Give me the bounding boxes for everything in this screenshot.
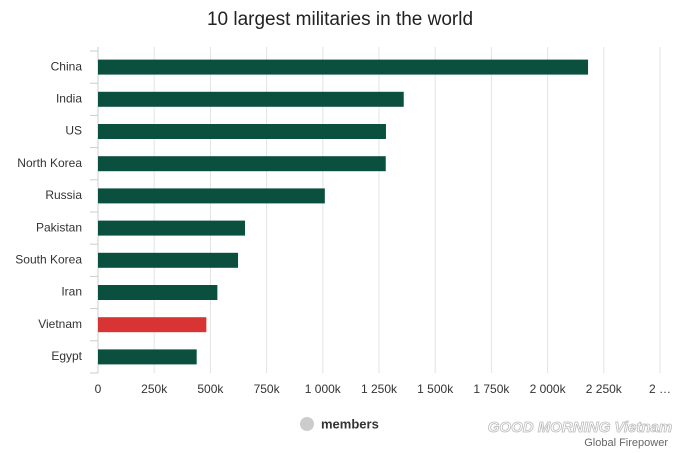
x-tick-label: 1 000k (305, 382, 342, 396)
y-tick-label: Vietnam (38, 317, 82, 331)
y-tick-label: Russia (45, 188, 82, 202)
x-tick-label: 500k (197, 382, 224, 396)
bar (98, 317, 207, 333)
legend-marker (300, 417, 314, 431)
bar (98, 188, 325, 204)
chart-title: 10 largest militaries in the world (207, 9, 473, 30)
x-tick-label: 0 (95, 382, 102, 396)
y-tick-label: US (65, 124, 82, 138)
x-tick-label: 1 250k (361, 382, 398, 396)
bar (98, 156, 386, 172)
bar (98, 252, 239, 268)
bar (98, 91, 404, 107)
y-tick-label: Egypt (51, 349, 82, 363)
y-tick-label: India (56, 91, 82, 105)
credit: Global Firepower (584, 437, 668, 449)
y-tick-label: Pakistan (36, 220, 82, 234)
bar (98, 124, 386, 139)
y-tick-label: South Korea (15, 252, 82, 266)
x-tick-label: 2 000k (530, 382, 567, 396)
y-tick-label: China (51, 59, 83, 73)
watermark: GOOD MORNING Vietnam (488, 419, 672, 436)
x-tick-label: 2 250k (586, 382, 623, 396)
y-tick-label: North Korea (17, 156, 82, 170)
bar (98, 59, 589, 75)
x-tick-label: 1 500k (417, 382, 454, 396)
bar (98, 349, 197, 365)
y-tick-label: Iran (61, 285, 82, 299)
bar (98, 285, 218, 300)
legend-label: members (321, 416, 379, 431)
x-tick-label: 250k (141, 382, 168, 396)
bar (98, 220, 246, 236)
x-tick-label: 750k (254, 382, 281, 396)
x-tick-label: 1 750k (473, 382, 510, 396)
x-tick-label: 2 … (649, 382, 671, 396)
